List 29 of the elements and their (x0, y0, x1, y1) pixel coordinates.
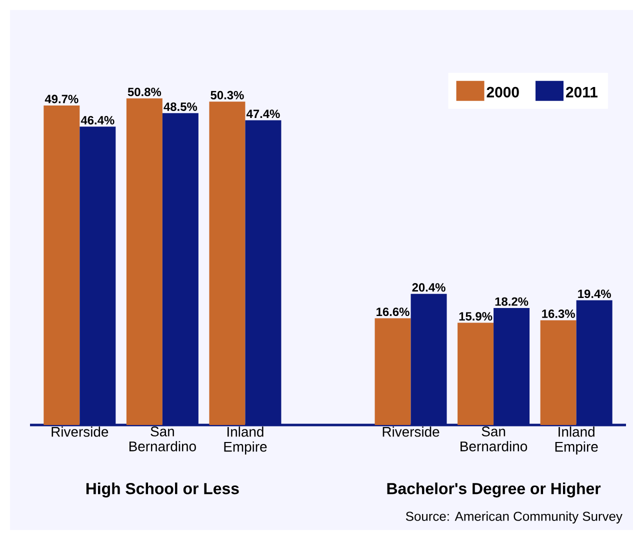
bar (458, 322, 494, 425)
bar (540, 320, 576, 425)
x-tick-label: Riverside (52, 426, 108, 437)
data-label: 46.4% (80, 116, 114, 124)
data-label: 20.4% (412, 283, 446, 292)
data-label: 18.2% (495, 297, 528, 306)
x-tick-label: Inland Empire (224, 426, 267, 454)
bar (374, 318, 411, 425)
text: High School or Less (86, 482, 239, 498)
x-tick-label: Riverside (382, 426, 440, 437)
data-label: 16.6% (376, 308, 410, 316)
data-label: 16.3% (542, 310, 575, 318)
data-label: 48.5% (164, 102, 198, 111)
data-label: 19.4% (578, 290, 611, 298)
data-label: 15.9% (459, 312, 492, 321)
x-tick-label: San Bernardino (460, 426, 528, 452)
x-tick-label: San Bernardino (129, 426, 196, 452)
legend-label: 2000 (486, 86, 519, 98)
data-label: 49.7% (44, 94, 78, 104)
bar (126, 98, 162, 425)
source-note: Source: American Community Survey (406, 511, 622, 524)
legend-label: 2011 (566, 86, 598, 98)
bar (209, 102, 246, 425)
data-label: 50.8% (128, 88, 162, 96)
bar (44, 105, 80, 425)
text: Bachelor's Degree or Higher (387, 482, 601, 498)
x-tick-label: Inland Empire (555, 426, 598, 454)
data-label: 50.3% (210, 90, 244, 100)
data-label: 47.4% (246, 110, 280, 118)
